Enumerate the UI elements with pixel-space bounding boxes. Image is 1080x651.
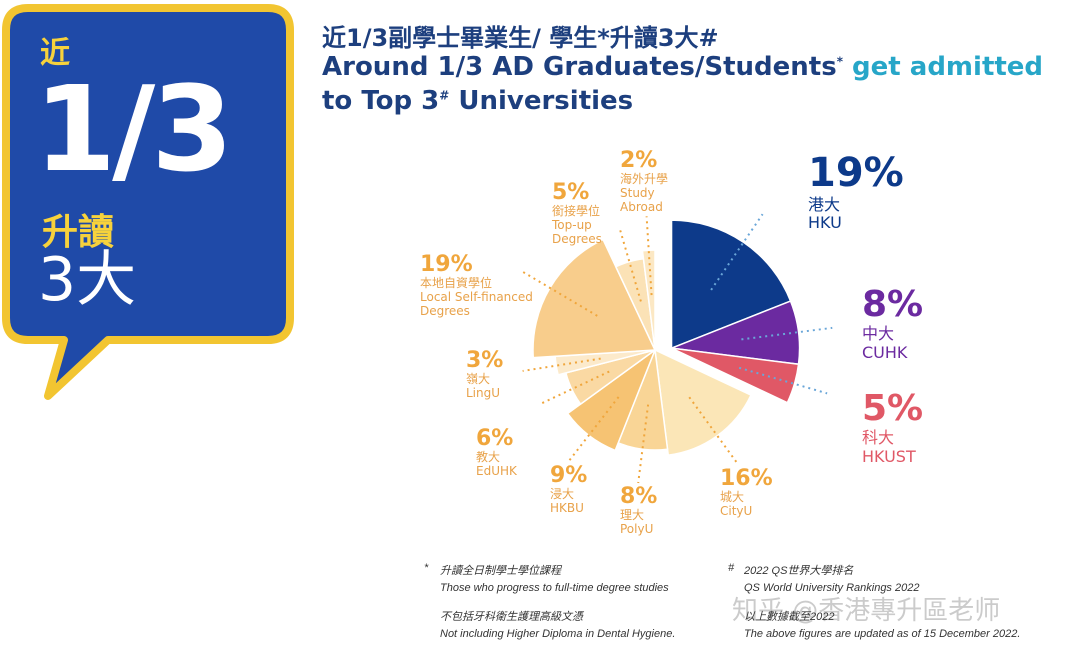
label-abroad: 2% 海外升學 Study Abroad [620,148,670,215]
speech-bubble-shape [2,4,294,400]
heading-english-line1: Around 1/3 AD Graduates/Students* get ad… [322,52,1043,82]
label-selffinanced-en: Local Self-financed Degrees [420,290,533,318]
label-cityu-zh: 城大 [720,490,745,505]
heading-en1-part2: get admitted [843,52,1044,82]
label-cuhk-zh: 中大 [862,324,895,344]
label-polyu-en: PolyU [620,522,654,537]
label-hku-en: HKU [808,213,842,233]
pie-slice-hku [670,219,792,350]
pie-slice-cityu [654,348,752,457]
footnote-asterisk-en: Those who progress to full-time degree s… [440,582,669,594]
label-topup-pct: 5% [552,180,590,205]
label-cityu-pct: 16% [720,466,773,491]
label-eduhk-en: EdUHK [476,464,517,479]
label-eduhk: 6% 教大 EdUHK [476,426,517,479]
label-topup: 5% 銜接學位 Top-up Degrees [552,180,612,247]
label-selffinanced-pct: 19% [420,252,473,277]
heading-en2-part2: Universities [449,86,634,116]
label-hkust-zh: 科大 [862,428,895,448]
label-topup-en: Top-up Degrees [552,218,602,246]
label-polyu-zh: 理大 [620,508,645,523]
callout-progress: 升讀 [42,212,115,253]
footnote-hash-zh: 2022 QS世界大學排名 [744,565,854,577]
callout-badge: 近 1/3 升讀 3大 [0,0,300,420]
footnote-hash-zh2: 以上數據截至2022 [744,611,835,623]
footnote-hash-en2: The above figures are updated as of 15 D… [744,628,1021,640]
leader-line [540,370,610,405]
label-polyu-pct: 8% [620,484,658,509]
leader-line [688,396,739,464]
label-cuhk-pct: 8% [862,284,924,325]
leader-line [637,404,650,484]
callout-fraction: 1/3 [34,60,233,198]
label-abroad-pct: 2% [620,148,658,173]
label-hkbu-zh: 浸大 [550,487,575,502]
label-hku-zh: 港大 [808,195,841,214]
footnote-excl-en: Not including Higher Diploma in Dental H… [440,628,676,640]
heading-en2-mark: # [439,88,450,103]
label-eduhk-zh: 教大 [476,450,501,465]
label-hkbu-en: HKBU [550,501,584,516]
watermark: 知乎 @香港專升區老师 [732,596,1001,626]
label-lingu-en: LingU [466,386,501,401]
label-abroad-zh: 海外升學 [620,172,669,187]
footnote-excl-zh: 不包括牙科衛生護理高級文憑 [440,611,583,623]
callout-near: 近 [40,36,70,71]
leader-line [567,396,620,463]
pie-slice-hkust [671,347,800,404]
heading-en1-part1: Around 1/3 AD Graduates/Students [322,52,837,82]
footnote-hash-mark: # [728,562,735,574]
label-hku-pct: 19% [808,150,904,196]
heading-en2-part1: to Top 3 [322,86,440,116]
footnote-asterisk-mark: * [424,562,429,574]
label-lingu-zh: 嶺大 [466,372,491,387]
label-hkbu: 9% 浸大 HKBU [550,463,587,516]
label-abroad-en: Study Abroad [620,186,663,214]
heading-en1-mark: * [836,54,843,69]
label-hku: 19% 港大 HKU [808,150,904,233]
callout-top3: 3大 [38,245,137,315]
label-cityu-en: CityU [720,504,753,519]
label-hkust-pct: 5% [862,388,924,429]
pie-slice-study-abroad [641,249,656,351]
leader-line [522,357,601,372]
footnote-asterisk-zh: 升讀全日制學士學位課程 [440,565,561,577]
leader-line [645,216,653,296]
label-lingu-pct: 3% [466,348,504,373]
label-hkbu-pct: 9% [550,463,588,488]
heading-english-line2: to Top 3# Universities [322,86,633,116]
label-selffinanced-zh: 本地自資學位 [420,276,493,291]
label-cityu: 16% 城大 CityU [720,466,773,519]
label-cuhk: 8% 中大 CUHK [862,284,923,362]
label-topup-zh: 銜接學位 [552,204,601,219]
label-eduhk-pct: 6% [476,426,514,451]
label-lingu: 3% 嶺大 LingU [466,348,503,401]
footnote-hash-en: QS World University Rankings 2022 [744,582,920,594]
label-hkust: 5% 科大 HKUST [862,388,923,466]
label-hkust-en: HKUST [862,446,916,466]
label-selffinanced: 19% 本地自資學位 Local Self-financed Degrees [420,252,550,319]
label-cuhk-en: CUHK [862,342,908,362]
leader-line [618,228,642,302]
label-polyu: 8% 理大 PolyU [620,484,657,537]
heading-chinese: 近1/3副學士畢業生/ 學生*升讀3大# [322,24,719,52]
